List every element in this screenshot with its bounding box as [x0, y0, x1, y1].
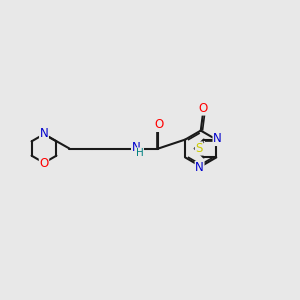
Text: N: N [195, 161, 204, 174]
Text: N: N [132, 140, 140, 154]
Text: O: O [199, 102, 208, 115]
Text: O: O [154, 118, 163, 131]
Text: N: N [213, 133, 222, 146]
Text: S: S [195, 142, 203, 155]
Text: H: H [136, 148, 143, 158]
Text: O: O [39, 157, 49, 170]
Text: N: N [40, 127, 48, 140]
